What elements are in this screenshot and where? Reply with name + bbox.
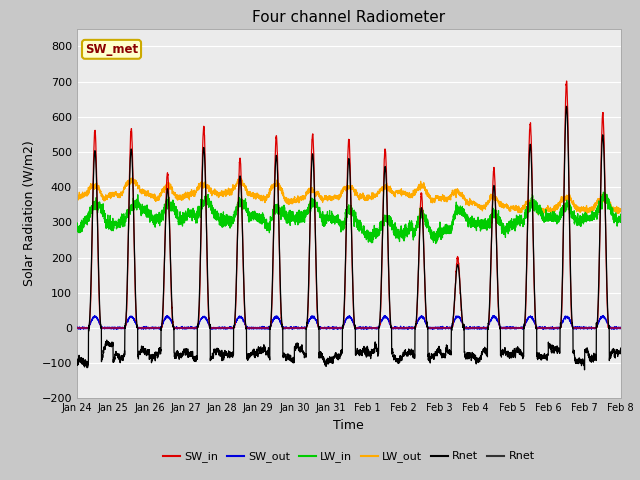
LW_out — [617, 207, 625, 213]
SW_in — [328, 325, 336, 331]
SW_in — [617, 325, 625, 331]
Line: SW_out: SW_out — [77, 315, 621, 329]
SW_in — [440, 325, 448, 331]
LW_out — [471, 203, 479, 208]
LW_in — [600, 189, 607, 195]
SW_in — [563, 78, 570, 84]
Rnet — [73, 359, 81, 364]
X-axis label: Time: Time — [333, 419, 364, 432]
Y-axis label: Solar Radiation (W/m2): Solar Radiation (W/m2) — [23, 141, 36, 287]
SW_in — [171, 325, 179, 331]
LW_in — [432, 240, 440, 246]
LW_in — [441, 230, 449, 236]
Rnet — [502, 348, 509, 353]
SW_in — [471, 325, 479, 331]
SW_out — [617, 325, 625, 331]
Text: SW_met: SW_met — [85, 43, 138, 56]
SW_out — [73, 325, 81, 331]
SW_out — [616, 326, 624, 332]
Rnet — [616, 349, 624, 355]
LW_in — [73, 222, 81, 228]
Line: LW_in: LW_in — [77, 192, 621, 243]
Line: Rnet: Rnet — [77, 106, 621, 370]
SW_out — [329, 324, 337, 329]
Rnet — [471, 354, 479, 360]
LW_out — [534, 211, 542, 217]
Rnet — [328, 356, 336, 362]
LW_out — [171, 192, 179, 198]
LW_out — [73, 194, 81, 200]
Line: SW_in: SW_in — [77, 81, 621, 328]
Rnet — [171, 352, 179, 358]
SW_out — [76, 326, 83, 332]
LW_out — [502, 202, 509, 207]
LW_out — [127, 175, 135, 181]
Title: Four channel Radiometer: Four channel Radiometer — [252, 10, 445, 25]
Line: LW_out: LW_out — [77, 178, 621, 214]
SW_out — [502, 324, 509, 330]
LW_in — [171, 204, 179, 210]
SW_in — [616, 325, 624, 331]
Rnet — [617, 347, 625, 353]
Rnet — [580, 367, 588, 372]
SW_in — [73, 325, 81, 331]
Rnet — [440, 351, 448, 357]
SW_out — [600, 312, 607, 318]
LW_out — [441, 198, 449, 204]
Legend: SW_in, SW_out, LW_in, LW_out, Rnet, Rnet: SW_in, SW_out, LW_in, LW_out, Rnet, Rnet — [159, 447, 539, 467]
LW_in — [328, 216, 336, 222]
Rnet — [563, 103, 570, 109]
SW_in — [502, 325, 509, 331]
LW_in — [502, 227, 509, 232]
LW_out — [616, 206, 624, 212]
SW_out — [471, 325, 479, 331]
LW_out — [329, 194, 337, 200]
LW_in — [471, 224, 479, 229]
LW_in — [617, 216, 625, 222]
SW_out — [441, 325, 449, 331]
SW_out — [171, 326, 179, 332]
LW_in — [616, 218, 624, 224]
